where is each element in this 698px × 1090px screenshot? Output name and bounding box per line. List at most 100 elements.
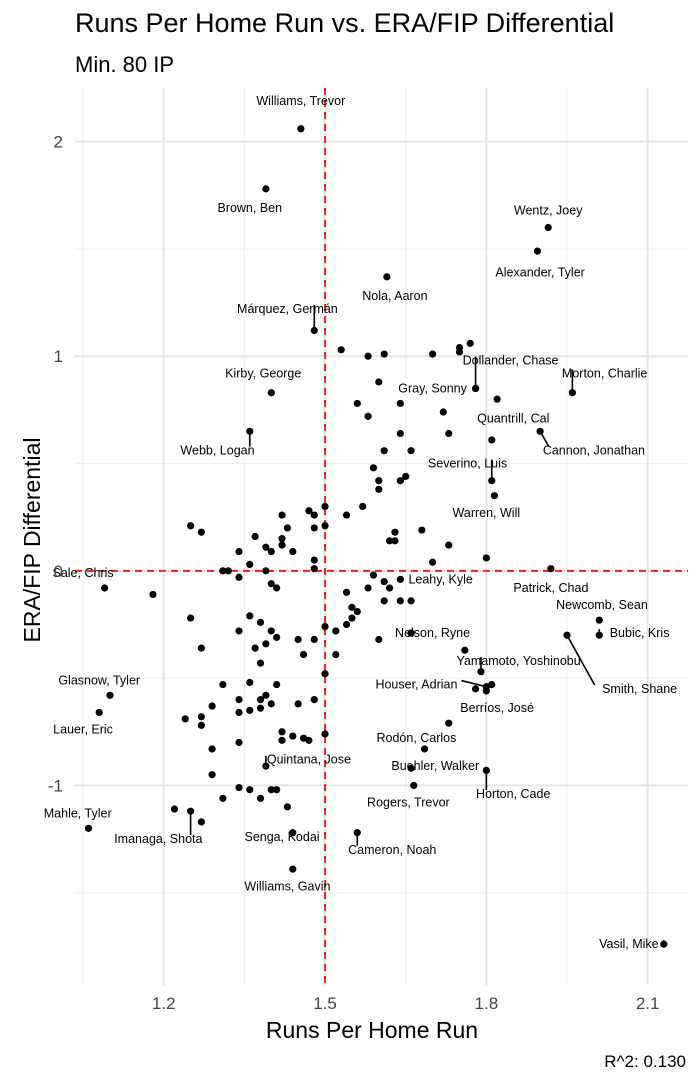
point-label: Brown, Ben <box>217 201 282 215</box>
point-label: Smith, Shane <box>602 682 677 696</box>
data-point <box>246 560 254 568</box>
data-point <box>369 464 378 472</box>
labeled-data-point <box>310 326 318 335</box>
point-label: Cannon, Jonathan <box>543 444 645 458</box>
point-label: Horton, Cade <box>476 787 550 801</box>
x-tick-label: 1.5 <box>313 994 337 1013</box>
r-squared-caption: R^2: 0.130 <box>604 1052 686 1071</box>
data-point <box>385 537 394 545</box>
data-point <box>208 745 216 753</box>
labeled-data-point <box>262 762 270 770</box>
point-label: Márquez, Germán <box>237 302 338 316</box>
labeled-data-point <box>289 829 297 837</box>
point-label: Leahy, Kyle <box>408 572 472 586</box>
point-label: Buehler, Walker <box>391 759 479 773</box>
data-point <box>359 502 367 511</box>
point-label: Rogers, Trevor <box>367 796 450 810</box>
labeled-data-point <box>100 584 109 592</box>
data-point <box>235 783 243 792</box>
data-point <box>348 614 356 622</box>
data-point <box>391 528 399 536</box>
point-label: Patrick, Chad <box>513 581 588 595</box>
data-point <box>310 524 318 532</box>
point-label: Berríos, José <box>460 701 534 715</box>
point-label: Wentz, Joey <box>514 203 583 217</box>
point-label: Imanaga, Shota <box>114 832 202 846</box>
data-point <box>310 635 318 644</box>
labeled-data-point <box>297 125 305 133</box>
data-point <box>262 543 270 551</box>
data-point <box>256 618 265 626</box>
data-point <box>385 584 394 592</box>
labeled-data-point <box>106 691 114 699</box>
labeled-data-point <box>568 389 576 397</box>
data-point <box>256 704 265 712</box>
x-axis-title: Runs Per Home Run <box>266 1017 478 1043</box>
point-label: Lauer, Eric <box>53 723 113 737</box>
point-label: Williams, Trevor <box>256 94 345 108</box>
data-point <box>283 524 291 532</box>
labeled-data-point <box>420 745 429 753</box>
data-point <box>482 554 490 562</box>
data-point <box>364 352 372 360</box>
data-point <box>273 584 281 592</box>
data-point <box>251 644 259 652</box>
labeled-data-point <box>472 384 480 393</box>
data-point <box>472 685 480 693</box>
data-point <box>278 541 286 549</box>
point-label: Warren, Will <box>453 506 521 520</box>
data-point <box>337 346 345 354</box>
data-point <box>375 635 383 644</box>
grid <box>75 88 688 985</box>
data-points <box>84 125 668 948</box>
data-point <box>235 738 243 747</box>
data-point <box>170 805 179 813</box>
data-point <box>289 547 297 556</box>
data-point <box>278 535 286 543</box>
data-point <box>375 477 383 485</box>
data-point <box>396 597 404 605</box>
data-point <box>149 590 157 599</box>
point-label: Morton, Charlie <box>562 366 647 380</box>
data-point <box>332 650 340 659</box>
data-point <box>278 511 286 519</box>
point-label: Senga, Kodai <box>244 830 319 844</box>
point-label: Houser, Adrian <box>375 678 457 692</box>
data-point <box>396 477 404 485</box>
labeled-data-point <box>407 764 415 772</box>
data-point <box>294 635 302 644</box>
data-point <box>466 339 474 347</box>
data-point <box>396 429 404 438</box>
point-labels: Williams, Trevor Brown, Ben Wentz, Joey Ale… <box>44 94 677 951</box>
labeled-data-point <box>289 865 297 873</box>
data-point <box>342 620 351 629</box>
labeled-data-point <box>262 185 270 193</box>
y-axis-title: ERA/FIP Differential <box>19 438 45 643</box>
point-label: Alexander, Tyler <box>495 266 584 280</box>
data-point <box>235 695 243 704</box>
labeled-data-point <box>428 558 437 566</box>
y-tick-label: 1 <box>54 347 63 366</box>
data-point <box>364 584 372 592</box>
labeled-data-point <box>383 273 391 281</box>
data-point <box>455 344 464 352</box>
point-label: Gray, Sonny <box>398 381 467 395</box>
y-tick-label: 2 <box>54 133 63 152</box>
data-point <box>380 597 388 605</box>
labeled-data-point <box>660 940 668 948</box>
data-point <box>380 350 388 358</box>
data-point <box>197 528 205 536</box>
data-point <box>246 612 254 620</box>
data-point <box>310 511 318 519</box>
data-point <box>219 794 227 802</box>
point-label: Severino, Luis <box>428 457 507 471</box>
data-point <box>299 650 308 659</box>
label-leader-line <box>566 634 596 686</box>
data-point <box>445 429 453 438</box>
y-tick-label: -1 <box>48 776 63 795</box>
data-point <box>305 736 313 744</box>
data-point <box>402 472 410 481</box>
chart-title: Runs Per Home Run vs. ERA/FIP Differenti… <box>75 8 615 38</box>
labeled-data-point <box>563 631 571 639</box>
